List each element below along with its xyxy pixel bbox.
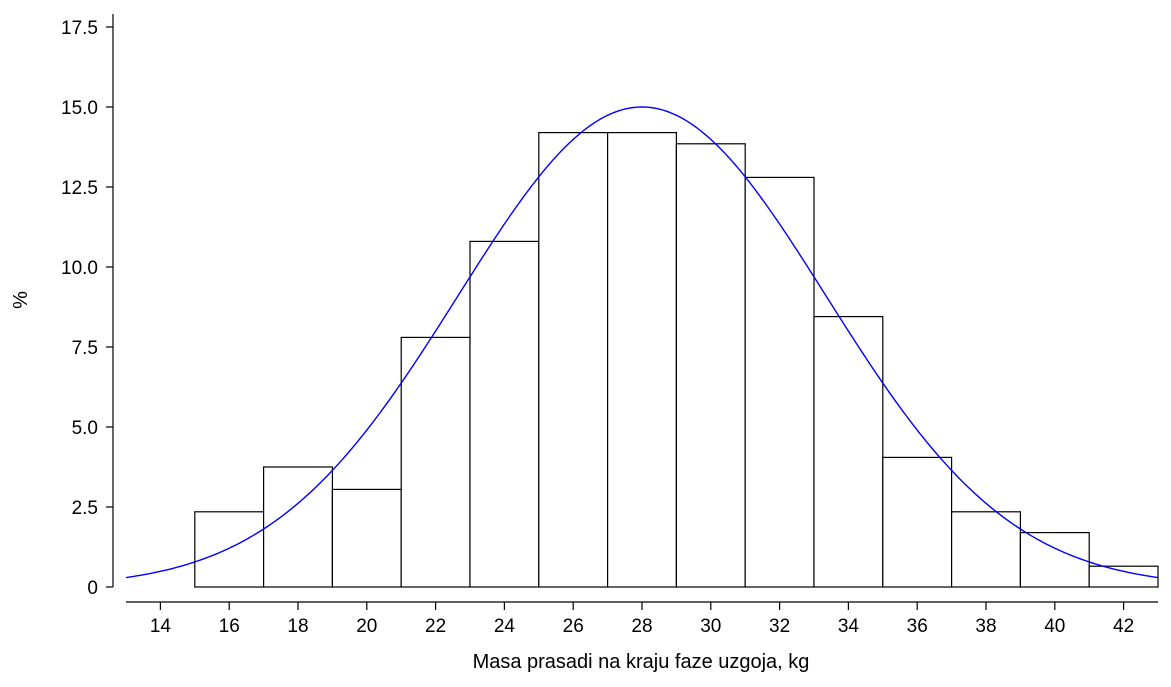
axes-layer: 0 2.5 5.0 7.5 10.0 12.5 15.0 17.5 14 16 18 20 22 24 26…: [61, 14, 1158, 637]
y-tick-label: 7.5: [72, 338, 98, 359]
x-tick-label: 36: [907, 616, 928, 637]
y-tick-label: 0: [87, 578, 98, 599]
histogram-bar: [538, 132, 609, 588]
normal-fit-curve: [125, 106, 1159, 579]
y-tick-label: 5.0: [72, 418, 98, 439]
x-tick-label: 42: [1113, 616, 1134, 637]
histogram-bar: [263, 466, 334, 588]
x-tick-label: 34: [838, 616, 860, 637]
x-tick-label: 14: [150, 616, 172, 637]
histogram-bar: [469, 240, 540, 588]
y-tick-label: 10.0: [61, 258, 98, 279]
histogram-bar: [1019, 531, 1090, 588]
x-tick-label: 32: [769, 616, 790, 637]
y-axis-label: %: [10, 291, 32, 309]
histogram-bar: [950, 511, 1021, 588]
x-tick-label: 30: [700, 616, 721, 637]
y-tick-label: 2.5: [72, 498, 98, 519]
y-tick-label: 15.0: [61, 98, 98, 119]
histogram-bar: [675, 143, 746, 588]
x-tick-label: 26: [563, 616, 584, 637]
x-tick-label: 24: [494, 616, 516, 637]
x-tick-label: 28: [631, 616, 652, 637]
x-tick-label: 38: [975, 616, 996, 637]
histogram-bar: [882, 456, 953, 588]
x-tick-label: 20: [356, 616, 377, 637]
histogram-bar: [194, 511, 265, 588]
histogram-bar: [400, 336, 471, 588]
x-tick-label: 40: [1044, 616, 1065, 637]
x-tick-label: 18: [287, 616, 308, 637]
y-tick-label: 17.5: [61, 18, 98, 39]
labels-layer: Masa prasadi na kraju faze uzgoja, kg %: [10, 291, 809, 673]
bars-layer: [194, 132, 1159, 588]
x-axis-label: Masa prasadi na kraju faze uzgoja, kg: [473, 651, 810, 673]
histogram-bar: [813, 316, 884, 588]
curve-layer: [125, 106, 1159, 579]
histogram-bar: [331, 488, 402, 588]
x-tick-label: 22: [425, 616, 446, 637]
histogram-bar: [744, 176, 815, 588]
y-tick-label: 12.5: [61, 178, 98, 199]
histogram-bar: [1088, 565, 1159, 588]
histogram-bar: [606, 132, 677, 588]
x-tick-label: 16: [219, 616, 240, 637]
